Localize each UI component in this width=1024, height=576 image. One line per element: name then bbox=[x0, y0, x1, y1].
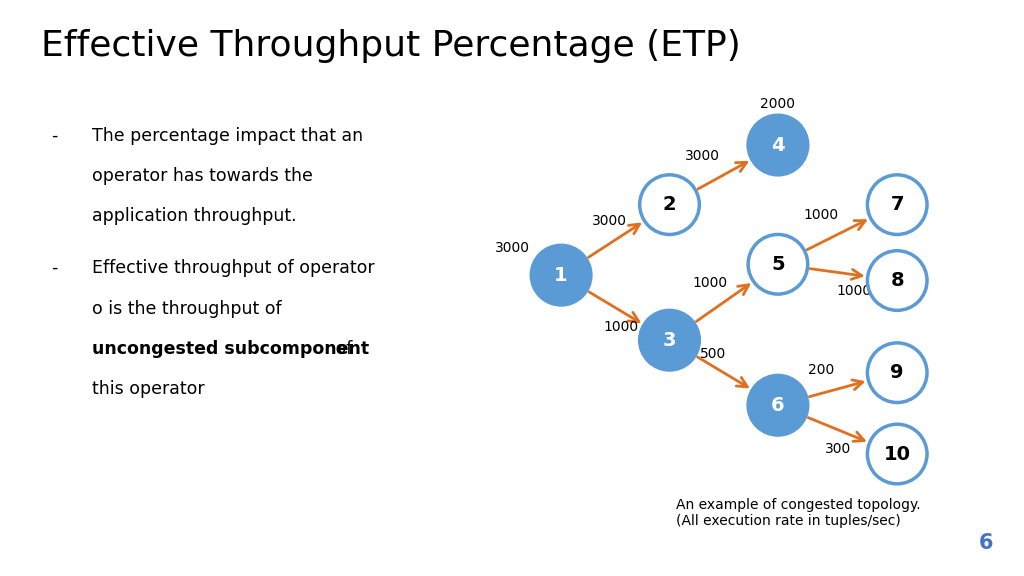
Text: 3000: 3000 bbox=[684, 149, 720, 163]
Circle shape bbox=[867, 343, 927, 403]
Text: 7: 7 bbox=[891, 195, 904, 214]
Circle shape bbox=[749, 376, 808, 435]
Text: 6: 6 bbox=[979, 533, 993, 553]
Circle shape bbox=[531, 245, 591, 305]
Text: 300: 300 bbox=[824, 442, 851, 456]
Circle shape bbox=[640, 175, 699, 234]
Text: 3000: 3000 bbox=[592, 214, 628, 228]
Text: this operator: this operator bbox=[92, 380, 205, 398]
Text: -: - bbox=[51, 127, 57, 145]
Text: 4: 4 bbox=[771, 135, 784, 154]
Text: Effective Throughput Percentage (ETP): Effective Throughput Percentage (ETP) bbox=[41, 29, 740, 63]
Text: The percentage impact that an: The percentage impact that an bbox=[92, 127, 364, 145]
Circle shape bbox=[867, 424, 927, 484]
Text: application throughput.: application throughput. bbox=[92, 207, 297, 225]
Text: Effective throughput of operator: Effective throughput of operator bbox=[92, 259, 375, 277]
Text: 1000: 1000 bbox=[837, 285, 871, 298]
Text: 1: 1 bbox=[554, 266, 568, 285]
Circle shape bbox=[640, 310, 699, 370]
Text: 1000: 1000 bbox=[603, 320, 638, 334]
Text: 200: 200 bbox=[808, 363, 835, 377]
Text: 3000: 3000 bbox=[495, 241, 529, 255]
Text: 2000: 2000 bbox=[761, 97, 796, 111]
Text: 1000: 1000 bbox=[804, 209, 839, 222]
Text: 6: 6 bbox=[771, 396, 784, 415]
Text: operator has towards the: operator has towards the bbox=[92, 167, 313, 185]
Text: 8: 8 bbox=[891, 271, 904, 290]
Text: 1000: 1000 bbox=[692, 276, 728, 290]
Text: 10: 10 bbox=[884, 445, 910, 464]
Circle shape bbox=[867, 251, 927, 310]
Text: uncongested subcomponent: uncongested subcomponent bbox=[92, 340, 370, 358]
Text: 500: 500 bbox=[699, 347, 726, 361]
Circle shape bbox=[749, 234, 808, 294]
Text: of: of bbox=[330, 340, 352, 358]
Text: 2: 2 bbox=[663, 195, 676, 214]
Text: -: - bbox=[51, 259, 57, 277]
Text: ο is the throughput of: ο is the throughput of bbox=[92, 300, 282, 317]
Circle shape bbox=[749, 115, 808, 175]
Text: An example of congested topology.
(All execution rate in tuples/sec): An example of congested topology. (All e… bbox=[676, 498, 921, 528]
Circle shape bbox=[867, 175, 927, 234]
Text: 5: 5 bbox=[771, 255, 784, 274]
Text: 9: 9 bbox=[891, 363, 904, 382]
Text: 3: 3 bbox=[663, 331, 676, 350]
